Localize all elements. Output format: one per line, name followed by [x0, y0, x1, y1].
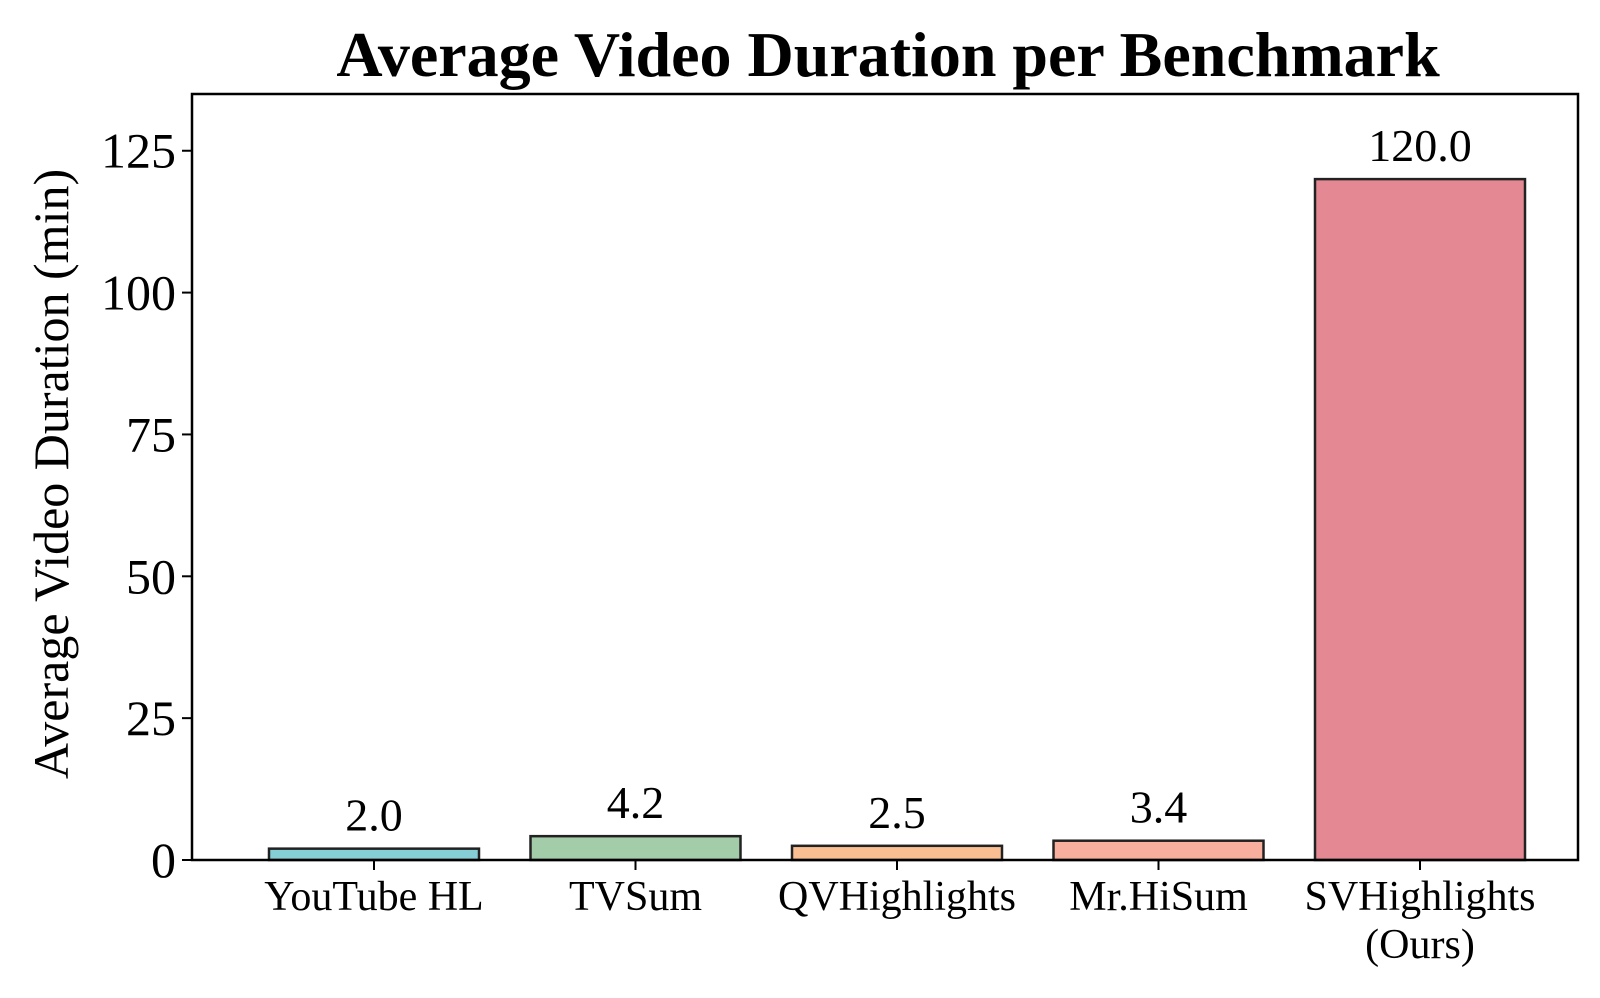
x-tick-label-4-1: (Ours) [1365, 922, 1475, 968]
data-label-4: 120.0 [1368, 120, 1472, 171]
x-tick-label-3-0: Mr.HiSum [1069, 874, 1248, 920]
y-tick-label-2: 50 [126, 548, 176, 604]
x-tick-label-2-0: QVHighlights [778, 874, 1016, 920]
y-tick-label-1: 25 [126, 690, 176, 746]
bar-3 [1052, 839, 1265, 862]
data-label-0: 2.0 [345, 790, 403, 841]
data-label-3: 3.4 [1130, 782, 1188, 833]
x-tick-label-0-0: YouTube HL [264, 874, 483, 920]
plot-area: 2.0 YouTube HL 4.2 TVSum 2.5 QVHighlights 3.4 M… [101, 92, 1580, 968]
x-tick-label-1-0: TVSum [569, 874, 702, 920]
x-tick-label-4-0: SVHighlights [1304, 874, 1535, 920]
data-label-2: 2.5 [868, 787, 926, 838]
y-axis-label: Average Video Duration (min) [23, 169, 79, 779]
chart-title: Average Video Duration per Benchmark [336, 19, 1440, 90]
data-label-1: 4.2 [607, 777, 665, 828]
plot-frame [190, 92, 1580, 862]
bar-0 [267, 847, 481, 862]
y-tick-label-3: 75 [126, 406, 176, 462]
y-tick-label-5: 125 [101, 123, 176, 179]
y-tick-label-4: 100 [101, 265, 176, 321]
bar-1 [529, 834, 742, 862]
y-tick-label-0: 0 [151, 832, 176, 888]
bar-4 [1313, 177, 1527, 862]
bar-2 [790, 844, 1004, 862]
